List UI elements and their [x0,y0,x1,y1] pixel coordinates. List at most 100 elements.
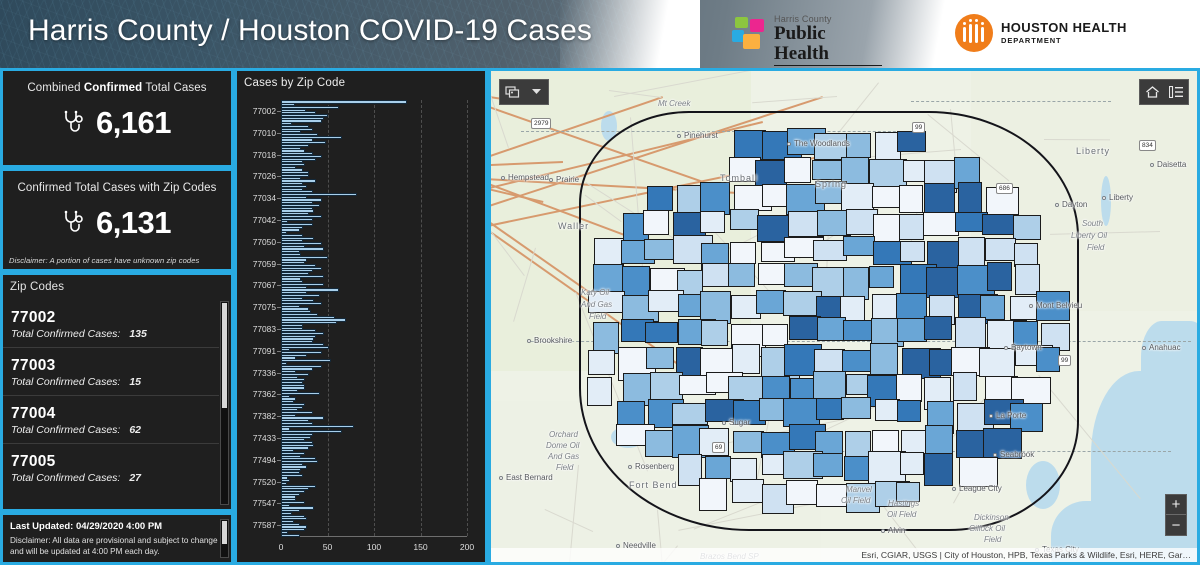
chart-bar-row[interactable] [281,495,467,499]
chart-bar-row[interactable] [281,449,467,453]
chart-bar[interactable] [281,506,315,510]
chart-bar[interactable] [281,149,306,153]
chart-bar[interactable] [281,408,298,412]
chart-bar-row[interactable] [281,432,467,436]
chart-bar[interactable] [281,296,304,300]
chart-bar[interactable] [281,124,309,129]
chart-bar-row[interactable] [281,108,467,112]
chart-bar[interactable] [281,381,304,385]
chart-bar-row[interactable] [281,242,467,246]
chart-bar[interactable] [281,495,296,499]
chart-bar-row[interactable] [281,192,467,197]
chart-bar-row[interactable] [281,386,467,390]
chart-bar-row[interactable] [281,530,467,535]
chart-bar-row[interactable] [281,103,467,107]
chart-bar[interactable] [281,427,291,431]
chart-bar[interactable] [281,405,304,409]
chart-bar[interactable] [281,108,307,112]
map-zip-polygon[interactable] [592,321,620,354]
chart-bar-row[interactable] [281,364,467,368]
chart-bar[interactable] [281,143,309,148]
chart-bar[interactable] [281,146,302,150]
chart-bar-row[interactable] [281,157,467,161]
chart-bar[interactable] [281,484,317,488]
chart-bar[interactable] [281,473,304,477]
chart-bar[interactable] [281,182,304,186]
chart-bar-row[interactable] [281,206,467,210]
chart-bar-row[interactable] [281,337,467,341]
home-icon[interactable] [1140,80,1164,104]
chart-bar-row[interactable] [281,419,467,423]
chart-bar-row[interactable] [281,465,467,469]
zip-list-scrollbar-thumb[interactable] [222,303,227,409]
chart-bar[interactable] [281,492,300,496]
map-zip-polygon[interactable] [846,132,871,158]
chart-bar[interactable] [281,487,309,491]
chart-bar[interactable] [281,511,293,515]
chart-bar[interactable] [281,500,306,505]
map-zip-polygon[interactable] [814,133,851,161]
list-item[interactable]: 77005 Total Confirmed Cases: 27 [3,443,219,491]
chart-bar-row[interactable] [281,310,467,314]
chart-bar[interactable] [281,457,317,461]
zoom-in-button[interactable]: + [1166,495,1186,515]
chart-bar[interactable] [281,348,291,352]
chart-bar[interactable] [281,119,322,123]
chart-bar[interactable] [281,231,287,235]
chart-bar[interactable] [281,255,328,259]
chart-bar[interactable] [281,318,347,322]
chart-bar-row[interactable] [281,263,467,267]
chart-bar-row[interactable] [281,113,467,118]
chart-bar[interactable] [281,105,339,109]
chart-bar-row[interactable] [281,195,467,199]
chart-bar-row[interactable] [281,244,467,248]
chart-bar-row[interactable] [281,187,467,191]
chart-bar-row[interactable] [281,413,467,417]
chart-bar-row[interactable] [281,457,467,461]
chart-bar-row[interactable] [281,528,467,532]
chart-bar[interactable] [281,383,306,387]
chart-bar-row[interactable] [281,476,467,480]
chart-bar[interactable] [281,277,302,281]
chart-bar-row[interactable] [281,163,467,167]
chart-bar-row[interactable] [281,517,467,521]
chart-bar[interactable] [281,476,289,480]
legend-list-icon[interactable] [1164,80,1188,104]
chart-bar-row[interactable] [281,372,467,376]
chart-bar-row[interactable] [281,152,467,156]
chart-bar[interactable] [281,410,313,415]
chart-bar[interactable] [281,351,322,355]
chart-bar[interactable] [281,130,302,134]
map-zip-polygon[interactable] [755,159,787,188]
chart-bar-row[interactable] [281,503,467,507]
map-zip-polygon[interactable] [843,267,870,300]
chart-bar[interactable] [281,451,306,456]
chart-bar-row[interactable] [281,481,467,485]
chart-bar[interactable] [281,419,309,423]
chart-bar[interactable] [281,252,302,257]
chart-bar-row[interactable] [281,394,467,398]
chart-bar-row[interactable] [281,331,467,336]
chart-bar-row[interactable] [281,301,467,306]
chart-bar[interactable] [281,462,304,466]
chart-bar[interactable] [281,517,308,521]
chart-bar-row[interactable] [281,288,467,292]
chart-bar[interactable] [281,440,313,445]
chart-bar[interactable] [281,509,300,513]
chart-bar[interactable] [281,443,315,447]
chart-bar-row[interactable] [281,370,467,374]
chart-bar[interactable] [281,239,304,243]
map-zip-polygon[interactable] [869,343,898,376]
map-zip-polygon[interactable] [845,483,880,513]
chart-bar[interactable] [281,389,298,393]
map-zip-polygon[interactable] [812,371,847,399]
chart-bar[interactable] [281,432,313,436]
chart-bar-row[interactable] [281,236,467,240]
chart-bar-row[interactable] [281,201,467,205]
chart-bar[interactable] [281,424,354,428]
chart-bar[interactable] [281,233,304,238]
chart-bar[interactable] [281,345,330,349]
map-zip-polygon[interactable] [841,397,871,420]
chart-bar[interactable] [281,190,313,194]
chart-bar-row[interactable] [281,389,467,393]
